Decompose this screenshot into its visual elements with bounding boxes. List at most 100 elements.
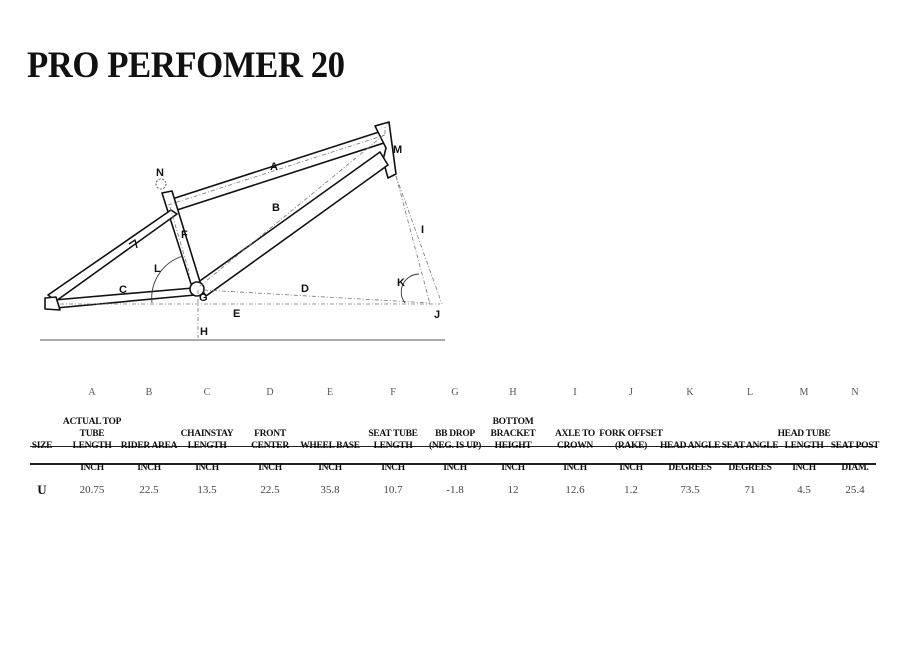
column-letter: I: [573, 387, 577, 398]
column-unit: INCH: [137, 463, 161, 473]
cell-value: 13.5: [197, 484, 217, 496]
column-letter: C: [203, 387, 211, 398]
table-column: G BB DROP (NEG. IS UP) INCH -1.8: [423, 386, 487, 497]
column-header: HEAD ANGLE: [658, 400, 722, 452]
column-unit: INCH: [792, 463, 816, 473]
cell-value: 1.2: [624, 484, 638, 496]
column-letter: L: [746, 387, 754, 398]
column-unit: DEGREES: [668, 463, 712, 473]
column-header: CHAINSTAY LENGTH: [175, 400, 239, 452]
label-n: N: [156, 167, 164, 179]
label-b: B: [272, 202, 280, 214]
column-unit: INCH: [501, 463, 525, 473]
column-header: RIDER AREA: [117, 400, 181, 452]
table-column: F SEAT TUBE LENGTH INCH 10.7: [361, 386, 425, 497]
label-d: D: [301, 283, 309, 295]
column-header: WHEEL BASE: [298, 400, 362, 452]
table-column: D FRONT CENTER INCH 22.5: [238, 386, 302, 497]
cell-value: 10.7: [383, 484, 403, 496]
cell-value: 12: [507, 484, 519, 496]
header-text: SEAT TUBE LENGTH: [368, 429, 418, 451]
table-column: J FORK OFFSET (RAKE) INCH 1.2: [599, 386, 663, 497]
label-f: F: [181, 229, 188, 241]
header-text: ACTUAL TOP TUBE LENGTH: [62, 417, 122, 451]
column-unit: INCH: [258, 463, 282, 473]
column-unit: INCH: [195, 463, 219, 473]
table-column: L SEAT ANGLE DEGREES 71: [718, 386, 782, 497]
units-divider: [30, 463, 876, 465]
down-tube: [196, 151, 389, 297]
column-unit: DEGREES: [728, 463, 772, 473]
seat-stay: [47, 209, 178, 302]
cell-value: 35.8: [320, 484, 340, 496]
column-unit: INCH: [443, 463, 467, 473]
cell-value: 20.75: [79, 484, 105, 496]
table-column: E WHEEL BASE INCH 35.8: [298, 386, 362, 497]
column-letter: E: [326, 387, 334, 398]
page-title: PRO PERFOMER 20: [27, 45, 345, 86]
cell-value: U: [37, 482, 47, 497]
column-letter: N: [851, 387, 859, 398]
column-letter: H: [509, 387, 517, 398]
header-text: FORK OFFSET (RAKE): [599, 429, 663, 451]
header-text: HEAD ANGLE: [659, 441, 721, 451]
table-column: A ACTUAL TOP TUBE LENGTH INCH 20.75: [60, 386, 124, 497]
column-unit: INCH: [563, 463, 587, 473]
header-text: WHEEL BASE: [300, 441, 360, 451]
column-letter: J: [629, 387, 633, 398]
label-c: C: [119, 284, 127, 296]
column-letter: F: [390, 387, 396, 398]
column-header: SEAT ANGLE: [718, 400, 782, 452]
column-unit: INCH: [381, 463, 405, 473]
header-text: HEAD TUBE LENGTH: [777, 429, 831, 451]
cell-value: 73.5: [680, 484, 700, 496]
header-text: CHAINSTAY LENGTH: [180, 429, 234, 451]
cell-value: 4.5: [797, 484, 811, 496]
label-a: A: [270, 161, 278, 173]
column-header: HEAD TUBE LENGTH: [772, 400, 836, 452]
label-e: E: [233, 308, 240, 320]
column-unit: DIAM.: [841, 463, 869, 473]
label-j: J: [434, 309, 440, 321]
header-text: SEAT ANGLE: [721, 441, 779, 451]
head-tube: [374, 121, 397, 179]
table-column: N SEAT POST DIAM. 25.4: [823, 386, 887, 497]
column-letter: D: [266, 387, 274, 398]
column-header: SIZE: [10, 400, 74, 452]
column-header: BOTTOM BRACKET HEIGHT: [481, 400, 545, 452]
table-column: C CHAINSTAY LENGTH INCH 13.5: [175, 386, 239, 497]
column-letter: B: [145, 387, 153, 398]
header-text: RIDER AREA: [120, 441, 178, 451]
header-text: SIZE: [31, 441, 53, 451]
column-unit: INCH: [619, 463, 643, 473]
header-text: FRONT CENTER: [251, 429, 289, 451]
column-letter: G: [451, 387, 459, 398]
header-text: AXLE TO CROWN: [554, 429, 596, 451]
cell-value: -1.8: [446, 484, 464, 496]
cell-value: 25.4: [845, 484, 865, 496]
header-text: BB DROP (NEG. IS UP): [428, 429, 482, 451]
cell-value: 22.5: [260, 484, 280, 496]
frame-geometry-diagram: A B C D E F G H I J K L M N: [40, 121, 445, 341]
label-m: M: [393, 144, 402, 156]
column-letter: M: [799, 387, 809, 398]
column-letter: K: [686, 387, 694, 398]
label-k: K: [397, 277, 405, 289]
column-header: SEAT POST: [823, 400, 887, 452]
table-column: H BOTTOM BRACKET HEIGHT INCH 12: [481, 386, 545, 497]
table-column: K HEAD ANGLE DEGREES 73.5: [658, 386, 722, 497]
table-column: I AXLE TO CROWN INCH 12.6: [543, 386, 607, 497]
column-header: SEAT TUBE LENGTH: [361, 400, 425, 452]
cell-value: 12.6: [565, 484, 585, 496]
label-l: L: [154, 263, 161, 275]
label-i: I: [421, 224, 424, 236]
column-letter: A: [88, 387, 96, 398]
header-divider: [30, 446, 876, 447]
table-column: SIZE U: [10, 386, 74, 497]
column-header: FORK OFFSET (RAKE): [599, 400, 663, 452]
column-header: ACTUAL TOP TUBE LENGTH: [60, 400, 124, 452]
column-header: AXLE TO CROWN: [543, 400, 607, 452]
header-text: BOTTOM BRACKET HEIGHT: [490, 417, 536, 451]
column-unit: INCH: [318, 463, 342, 473]
